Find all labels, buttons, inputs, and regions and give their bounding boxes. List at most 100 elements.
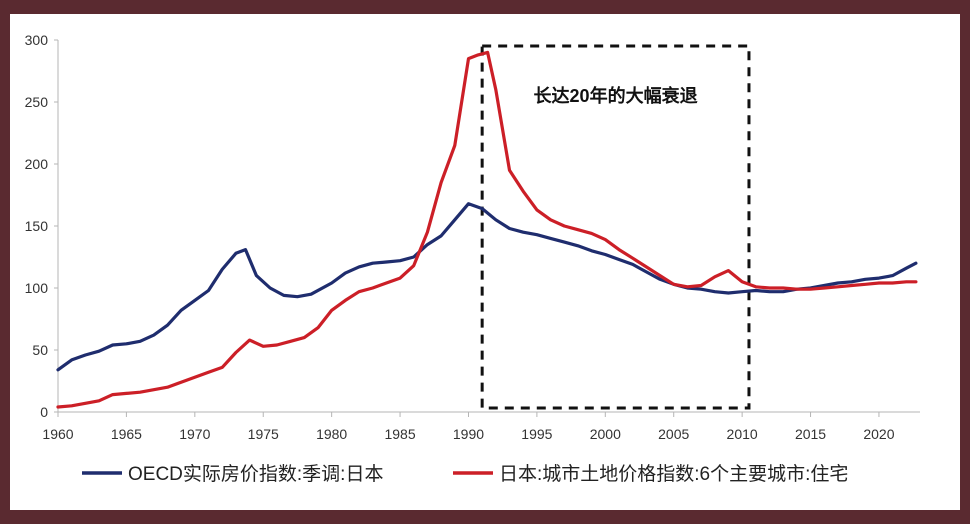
data-point — [249, 339, 251, 341]
data-point — [659, 275, 661, 277]
data-point — [413, 265, 415, 267]
y-tick-label: 150 — [25, 218, 49, 234]
data-point — [139, 391, 141, 393]
data-point — [207, 289, 210, 292]
data-point — [413, 256, 415, 258]
data-point — [296, 296, 298, 298]
data-point — [317, 327, 319, 329]
data-point — [727, 270, 730, 272]
data-point — [659, 278, 661, 280]
data-point — [823, 287, 825, 289]
x-tick-label: 2015 — [795, 426, 826, 442]
data-point — [645, 271, 647, 273]
y-tick-label: 250 — [25, 94, 49, 110]
data-point — [331, 309, 333, 311]
data-point — [139, 340, 141, 342]
data-point — [604, 239, 606, 241]
data-point — [235, 351, 237, 354]
data-point — [57, 369, 59, 371]
data-point — [358, 266, 360, 268]
data-point — [180, 309, 182, 311]
data-point — [782, 291, 784, 293]
data-point — [467, 58, 470, 60]
data-point — [878, 282, 880, 284]
data-point — [550, 237, 552, 239]
data-point — [426, 244, 428, 246]
data-point — [768, 291, 771, 293]
data-point — [166, 386, 169, 388]
x-tick-label: 2000 — [590, 426, 621, 442]
data-point — [481, 208, 483, 210]
data-point — [673, 283, 675, 285]
data-point — [768, 287, 771, 289]
recession-highlight-box — [480, 44, 751, 410]
data-point — [125, 392, 127, 394]
data-point — [851, 281, 853, 283]
data-point — [221, 268, 223, 270]
data-point — [310, 293, 312, 295]
data-point — [577, 245, 579, 247]
x-tick-label: 2010 — [727, 426, 758, 442]
data-point — [84, 402, 86, 404]
data-point — [153, 389, 155, 391]
data-point — [276, 344, 278, 346]
data-point — [700, 288, 702, 290]
data-point — [905, 281, 907, 283]
y-tick-label: 50 — [32, 342, 48, 358]
data-point — [399, 260, 401, 262]
x-tick-label: 1985 — [384, 426, 415, 442]
data-point — [454, 219, 456, 221]
data-point — [84, 354, 86, 356]
data-point — [98, 350, 100, 352]
y-tick-label: 200 — [25, 156, 49, 172]
data-point — [344, 272, 346, 274]
data-point — [915, 281, 917, 283]
data-point — [221, 366, 223, 368]
data-point — [98, 400, 100, 402]
data-point — [550, 219, 552, 221]
data-point — [467, 203, 470, 205]
data-point — [71, 405, 73, 407]
chart-panel: 0 50 100 150 200 250 300 1960 1965 1970 1975 1980 19… — [10, 14, 960, 510]
series-line-oecd-house-price — [56, 202, 918, 372]
data-point — [385, 282, 387, 284]
data-point — [878, 277, 880, 279]
data-point — [837, 286, 839, 288]
data-point — [71, 359, 73, 361]
data-point — [905, 267, 907, 269]
data-point — [372, 287, 374, 289]
data-point — [782, 287, 784, 289]
y-tick-label: 0 — [40, 404, 48, 420]
data-point — [563, 225, 565, 227]
data-point — [207, 371, 210, 373]
data-point — [112, 394, 114, 396]
x-tick-label: 2020 — [863, 426, 894, 442]
data-point — [618, 249, 620, 251]
data-point — [372, 262, 374, 264]
data-point — [796, 288, 798, 290]
series-line-urban-land-price — [56, 50, 918, 409]
x-tick-label: 1990 — [453, 426, 484, 442]
data-point — [563, 241, 565, 243]
data-point — [269, 287, 271, 289]
data-point — [262, 345, 264, 347]
data-point — [632, 257, 634, 259]
data-point — [426, 231, 428, 233]
data-point — [915, 262, 917, 264]
data-point — [508, 169, 511, 171]
data-point — [153, 334, 155, 336]
data-point — [57, 406, 59, 408]
data-point — [244, 249, 247, 251]
legend-label: OECD实际房价指数:季调:日本 — [128, 463, 383, 485]
data-point — [454, 144, 456, 146]
data-point — [755, 286, 757, 288]
data-point — [755, 289, 757, 292]
data-point — [591, 250, 593, 252]
data-point — [194, 299, 196, 301]
data-point — [618, 258, 620, 261]
data-point — [495, 219, 497, 221]
data-point — [714, 276, 716, 278]
data-point — [235, 252, 237, 254]
data-point — [344, 299, 346, 301]
x-tick-label: 1980 — [316, 426, 347, 442]
